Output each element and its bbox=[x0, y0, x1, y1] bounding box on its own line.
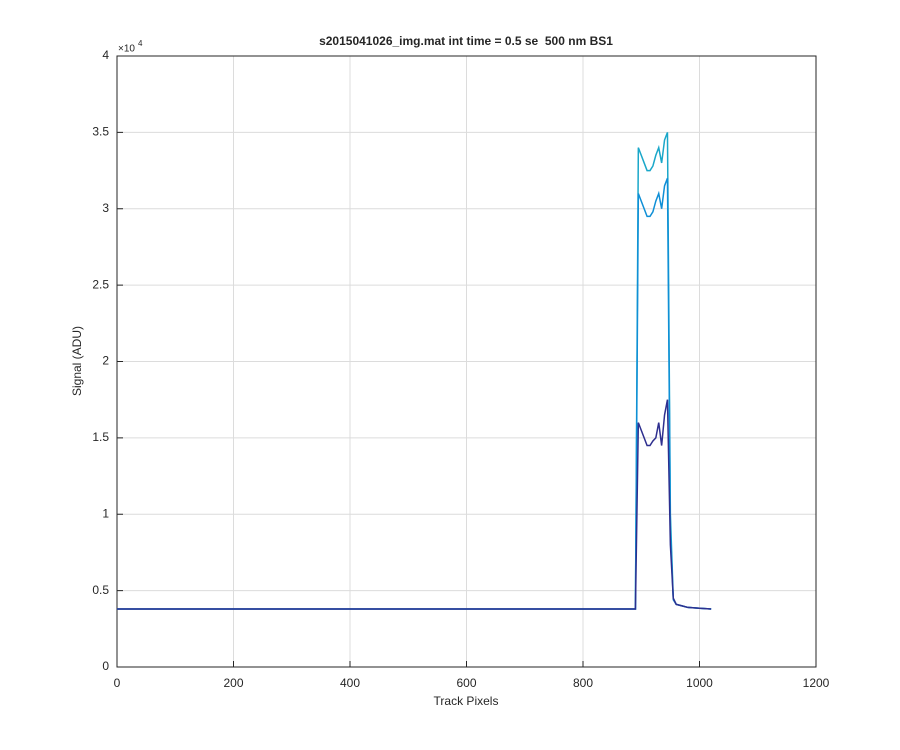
x-tick-label: 200 bbox=[223, 676, 243, 690]
y-tick-label: 1 bbox=[102, 506, 109, 520]
series-line bbox=[117, 399, 712, 610]
series-line bbox=[117, 177, 712, 610]
series-line bbox=[117, 132, 712, 610]
y-tick-label: 3.5 bbox=[92, 125, 109, 139]
y-tick-label: 2.5 bbox=[92, 277, 109, 291]
y-multiplier-exponent: 4 bbox=[138, 39, 143, 48]
x-tick-label: 400 bbox=[340, 676, 360, 690]
x-tick-label: 1000 bbox=[686, 676, 713, 690]
y-tick-label: 3 bbox=[102, 201, 109, 215]
y-tick-label: 2 bbox=[102, 354, 109, 368]
x-tick-label: 1200 bbox=[803, 676, 830, 690]
y-tick-label: 4 bbox=[102, 48, 109, 62]
y-tick-label: 1.5 bbox=[92, 430, 109, 444]
y-tick-label: 0 bbox=[102, 659, 109, 673]
x-tick-label: 0 bbox=[114, 676, 121, 690]
y-axis-label: Signal (ADU) bbox=[70, 326, 84, 396]
x-tick-label: 800 bbox=[573, 676, 593, 690]
y-tick-label: 0.5 bbox=[92, 583, 109, 597]
plot-frame bbox=[116, 55, 817, 668]
y-multiplier: ×10 bbox=[118, 44, 135, 55]
chart-title: s2015041026_img.mat int time = 0.5 se 50… bbox=[319, 34, 613, 48]
x-axis-label: Track Pixels bbox=[434, 694, 499, 708]
x-tick-label: 600 bbox=[456, 676, 476, 690]
